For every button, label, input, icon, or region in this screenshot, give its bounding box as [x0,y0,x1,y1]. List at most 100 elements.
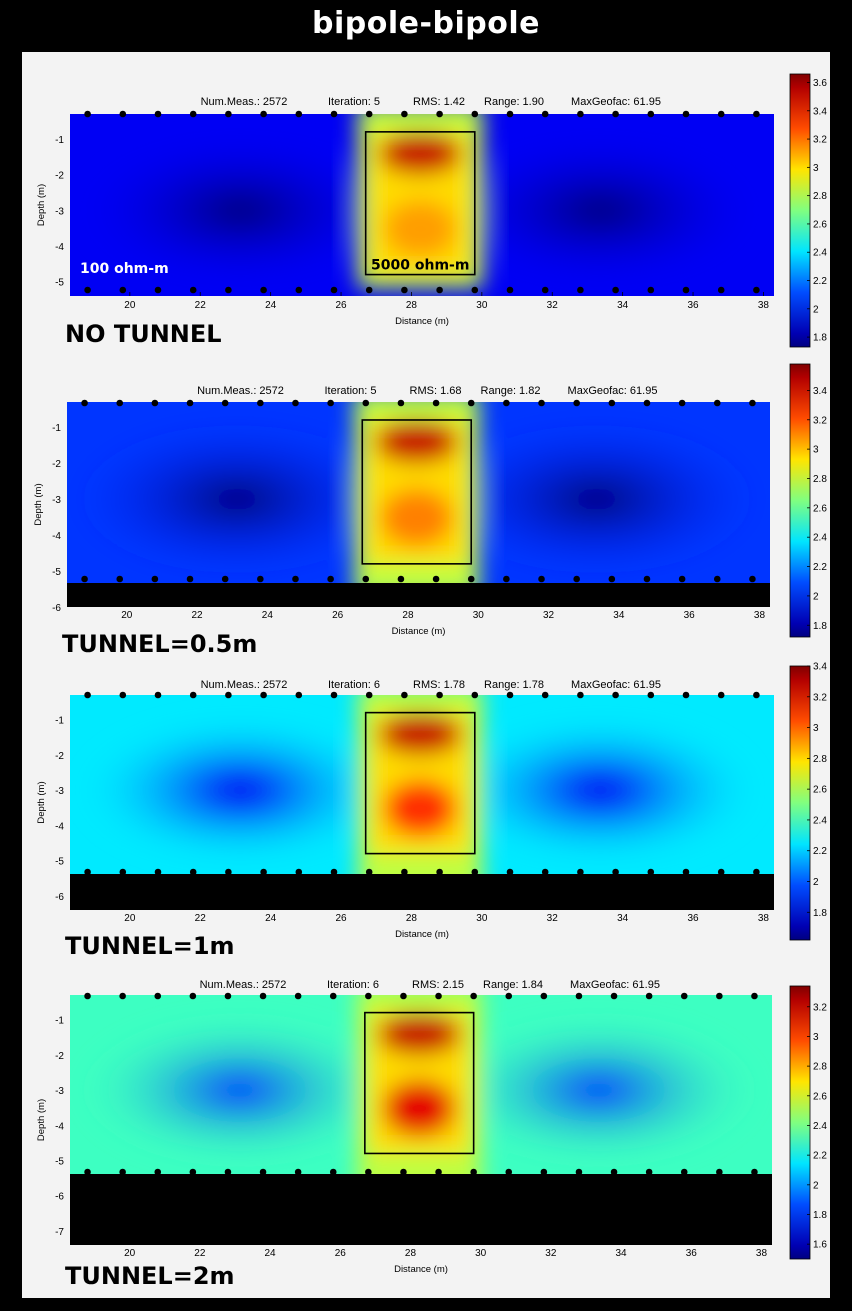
panel-3-electrode-top-3 [189,691,197,699]
panel-1-electrode-top-6 [295,110,303,118]
panel-2-peak-top [375,419,459,464]
panel-3-xtick-32: 32 [547,913,559,924]
panel-2-colorbar-tick-2.8: 2.8 [813,474,827,485]
panel-1-electrode-bottom-3 [189,286,197,294]
panel-4-ytick--3: -3 [55,1086,64,1097]
panel-1-electrode-bottom-11 [471,286,479,294]
panel-1-electrode-bottom-19 [753,286,760,294]
panel-1-xtick-38: 38 [758,300,770,311]
panel-2-electrode-bottom-4 [221,575,229,583]
panel-2-stat-range: Range: 1.82 [481,385,541,397]
panel-1-electrode-top-13 [541,110,549,118]
panel-1-xtick-30: 30 [476,300,488,311]
panel-1-electrode-top-8 [365,110,373,118]
panel-2-colorbar-tick-2.4: 2.4 [813,533,827,544]
panel-2-peak-lower [380,489,453,547]
panel-1-electrode-top-14 [577,110,584,118]
panel-1-colorbar-tick-3.6: 3.6 [813,78,827,89]
panel-2-ytick--4: -4 [52,531,61,542]
panel-2-electrode-bottom-7 [327,575,334,583]
panel-2-ytick--2: -2 [52,459,61,470]
panel-2-electrode-top-18 [713,399,721,407]
panel-1-section [70,114,774,296]
panel-2-electrode-bottom-11 [467,575,475,583]
panel-2-electrode-bottom-15 [608,575,616,583]
panel-1-electrode-top-1 [119,110,127,118]
panel-3-xtick-20: 20 [124,913,136,924]
panel-2-xtick-26: 26 [332,610,344,621]
panel-1-electrode-bottom-18 [717,286,725,294]
panel-1-colorbar-tick-3.2: 3.2 [813,135,827,146]
panel-3-electrode-bottom-13 [541,868,549,876]
panel-3-electrode-top-18 [717,691,725,699]
panel-4-xtick-36: 36 [686,1248,698,1259]
panel-3-electrode-top-2 [154,691,162,699]
panel-3-electrode-bottom-12 [506,868,514,876]
panel-1-stat-range: Range: 1.90 [484,96,544,108]
panel-3-ytick--3: -3 [55,786,64,797]
panel-3-electrode-bottom-6 [295,868,303,876]
panel-4-colorbar-tick-2: 2 [813,1180,819,1191]
panel-2-block-outline [361,419,473,565]
panel-4-electrode-top-17 [680,992,688,1000]
panel-3-electrode-top-19 [753,691,760,699]
panel-4-xtick-22: 22 [194,1248,206,1259]
panel-4-label: TUNNEL=2m [65,1262,235,1290]
panel-1-electrode-bottom-12 [506,286,514,294]
panel-3-low-zone-right [436,712,764,868]
panel-3-electrode-bottom-0 [84,868,91,876]
panel-4-ytick--5: -5 [55,1156,64,1167]
panel-1-electrode-top-16 [647,110,655,118]
panel-4-electrode-top-7 [329,992,337,1000]
panel-2-xtick-30: 30 [473,610,485,621]
panel-3-ytick--1: -1 [55,716,64,727]
panel-3-peak-lower [384,780,457,837]
panel-2-electrode-bottom-2 [151,575,159,583]
panel-3-electrode-bottom-11 [471,868,479,876]
panel-3-electrode-top-0 [84,691,91,699]
panel-2-electrode-top-14 [573,399,580,407]
panel-2-stat-rms: RMS: 1.68 [410,385,462,397]
panel-2-electrode-top-15 [608,399,616,407]
panel-4-colorbar [789,985,811,1260]
panel-4-electrode-top-9 [400,992,407,1000]
panel-1-label: NO TUNNEL [65,320,222,348]
panel-1-block-outline [364,131,476,276]
panel-3-xtick-38: 38 [758,913,770,924]
panel-1-low-zone-right [436,131,764,289]
panel-3-electrode-top-13 [541,691,549,699]
panel-1-ylabel: Depth (m) [36,184,47,226]
panel-4-electrode-bottom-13 [540,1168,548,1176]
panel-4-electrode-top-14 [575,992,583,1000]
panel-1-electrode-bottom-5 [260,286,267,294]
panel-1-electrode-top-7 [330,110,338,118]
panel-1-stat-iteration: Iteration: 5 [328,96,380,108]
panel-1-xtick-24: 24 [265,300,277,311]
panel-1-electrode-bottom-9 [401,286,408,294]
panel-3-electrode-bottom-8 [365,868,373,876]
panel-1-xlabel: Distance (m) [395,316,449,327]
panel-2-ylabel: Depth (m) [33,483,44,525]
panel-4-colorbar-tick-3: 3 [813,1032,819,1043]
panel-1-electrode-bottom-14 [577,286,584,294]
panel-4-xtick-30: 30 [475,1248,487,1259]
panel-3-ytick--4: -4 [55,821,64,832]
panel-3-electrode-bottom-15 [612,868,619,876]
panel-4-electrode-top-0 [84,992,91,1000]
panel-1-colorbar [789,73,811,348]
panel-3-colorbar-tick-2.2: 2.2 [813,846,827,857]
panel-1-ytick--2: -2 [55,171,64,182]
panel-1-annotation-block: 5000 ohm-m [371,258,469,274]
panel-1-colorbar-tick-3: 3 [813,163,819,174]
panel-4-electrode-top-13 [540,992,548,1000]
panel-1-ytick--1: -1 [55,135,64,146]
panel-1-electrode-top-2 [154,110,162,118]
panel-3-electrode-bottom-1 [119,868,127,876]
panel-3-electrode-top-4 [225,691,232,699]
panel-4-electrode-top-1 [119,992,126,1000]
panel-4-stat-num-meas: Num.Meas.: 2572 [200,979,287,991]
panel-1-electrode-bottom-0 [84,286,91,294]
panel-1-xtick-26: 26 [335,300,347,311]
panel-1-ytick--3: -3 [55,206,64,217]
panel-4-electrode-top-5 [259,992,267,1000]
